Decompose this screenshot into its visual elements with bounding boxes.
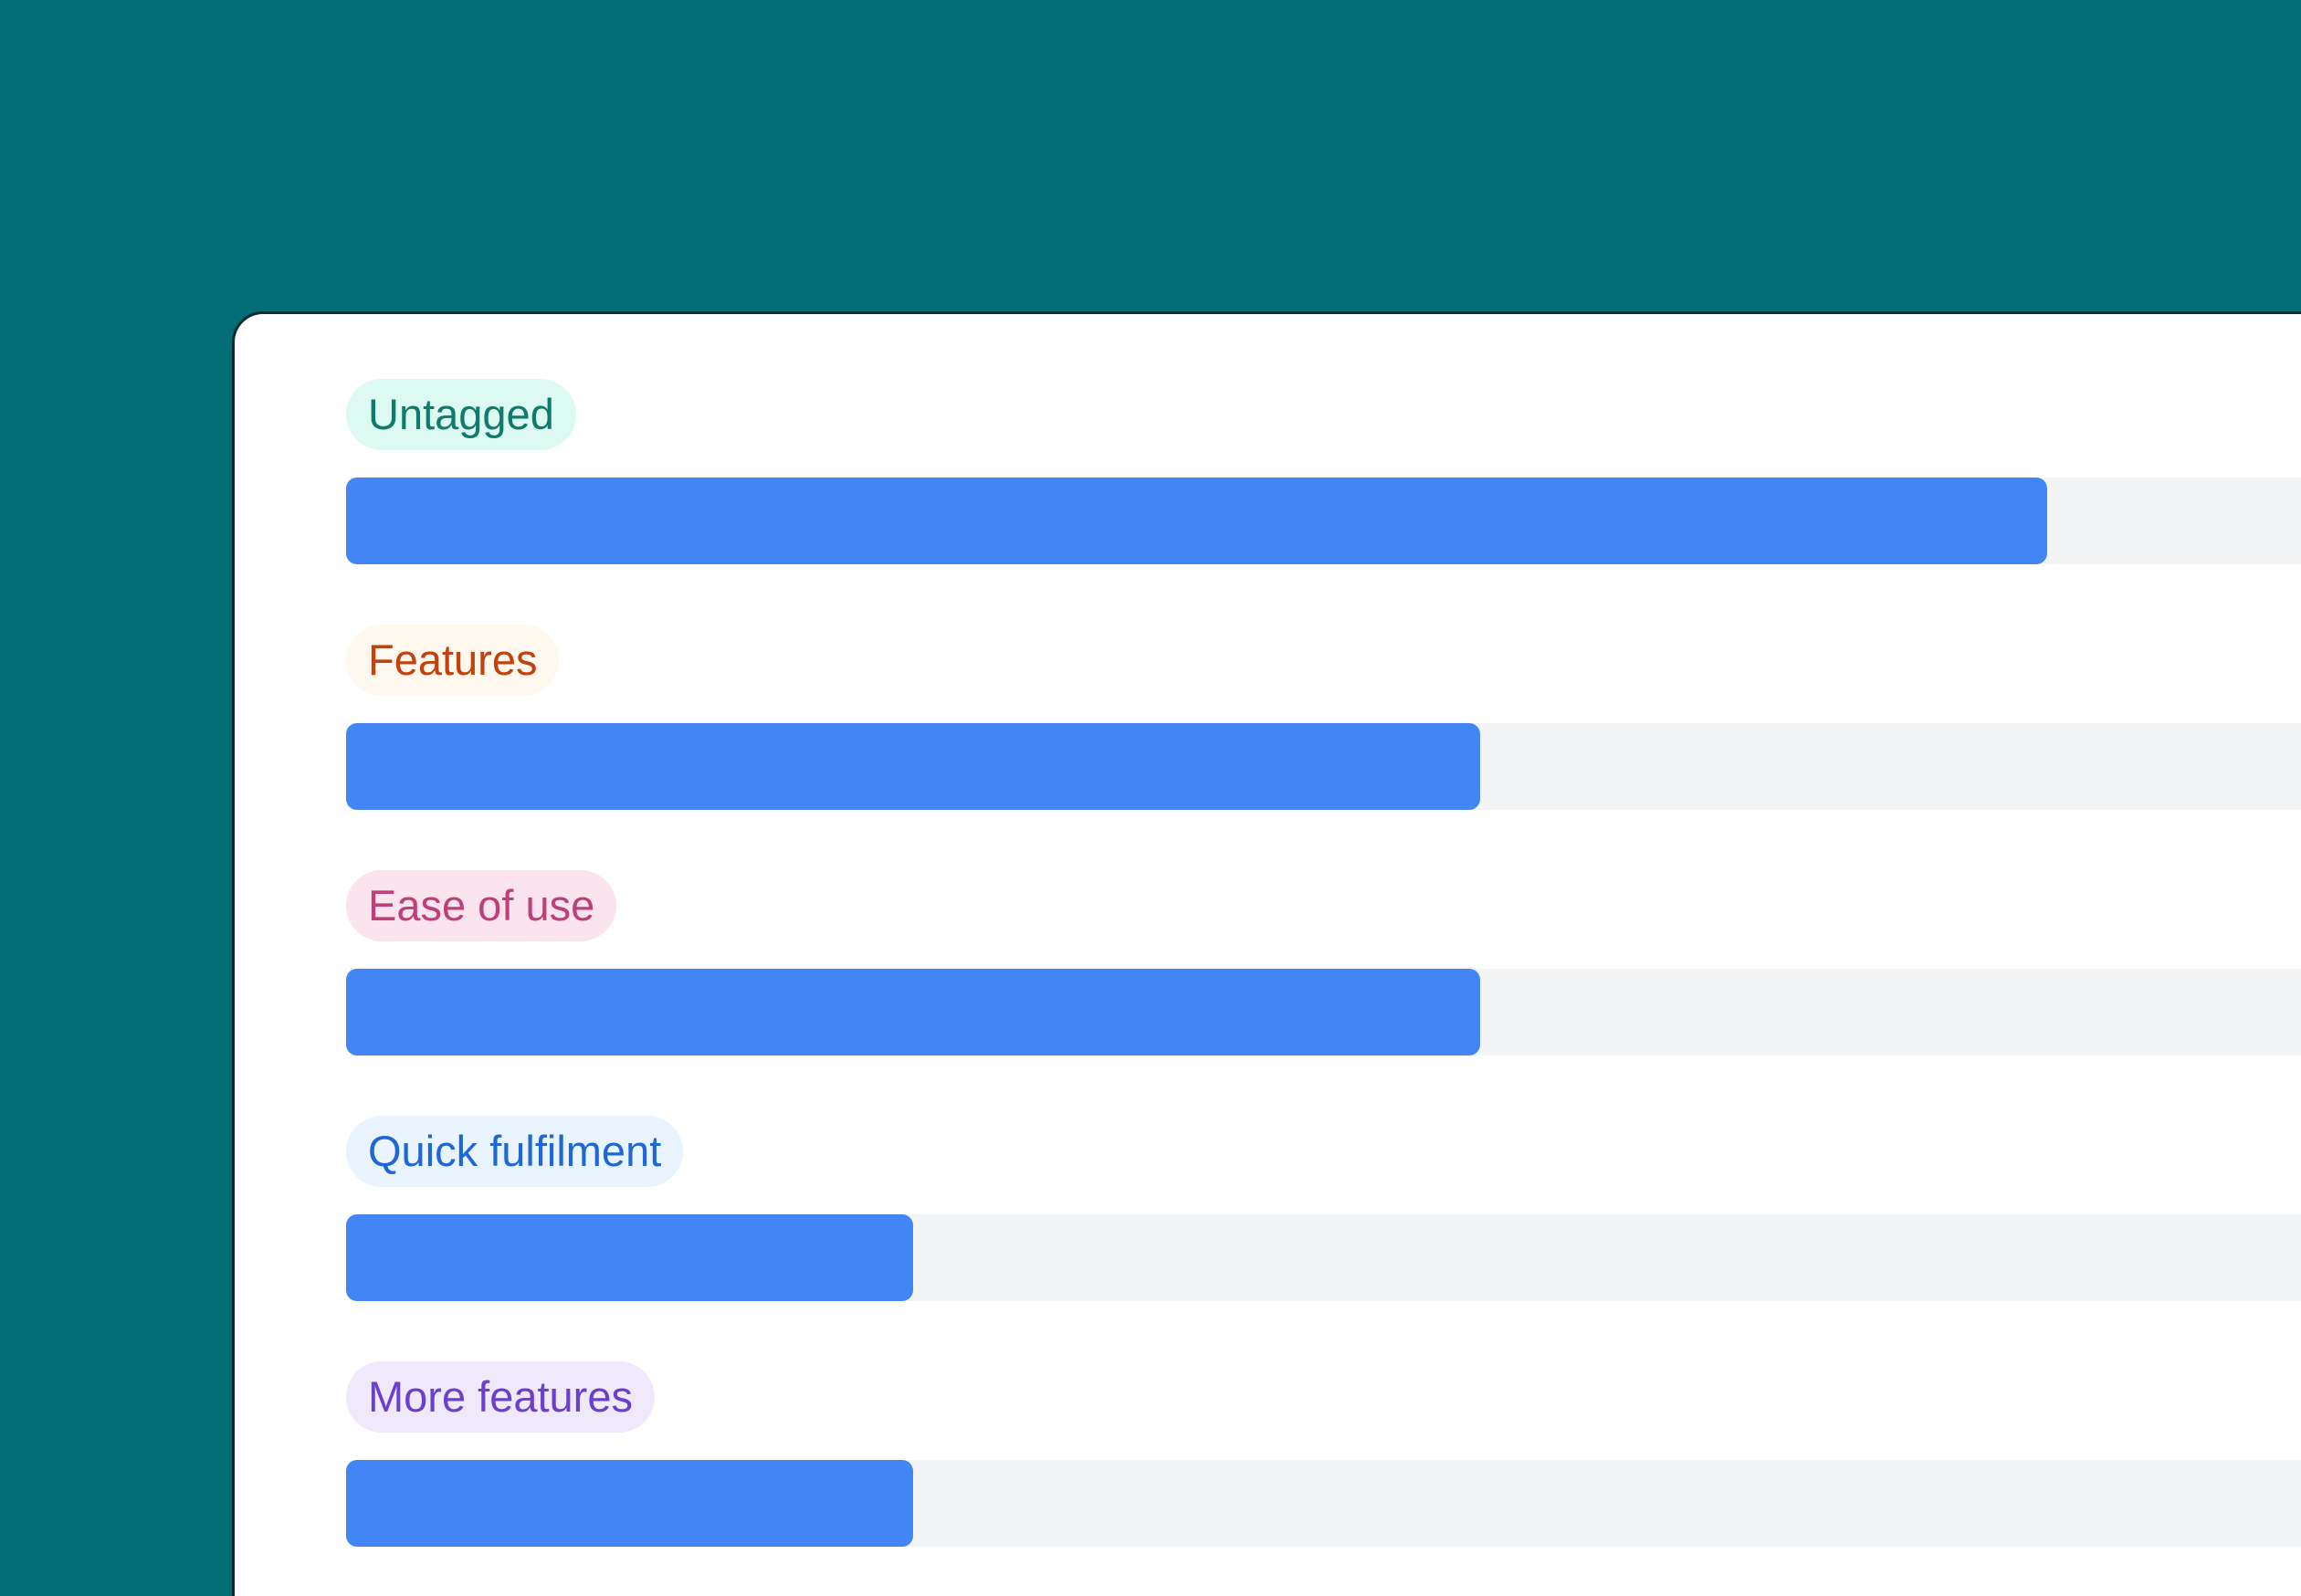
bar-fill <box>346 1460 913 1547</box>
category-tag: Untagged <box>346 379 576 450</box>
bar-track <box>346 969 2301 1055</box>
bar-fill <box>346 1214 913 1301</box>
category-tag: More features <box>346 1361 655 1433</box>
bar-track <box>346 723 2301 810</box>
category-tag: Features <box>346 625 560 696</box>
bar-fill <box>346 969 1480 1055</box>
category-tag: Quick fulfilment <box>346 1116 684 1187</box>
bar-fill <box>346 723 1480 810</box>
category-tag: Ease of use <box>346 870 617 941</box>
bar-fill <box>346 478 2047 564</box>
bar-track <box>346 1214 2301 1301</box>
chart-card: Untagged Features Ease of use Quick fulfilm… <box>232 311 2301 1596</box>
bar-track <box>346 1460 2301 1547</box>
bar-track <box>346 478 2301 564</box>
